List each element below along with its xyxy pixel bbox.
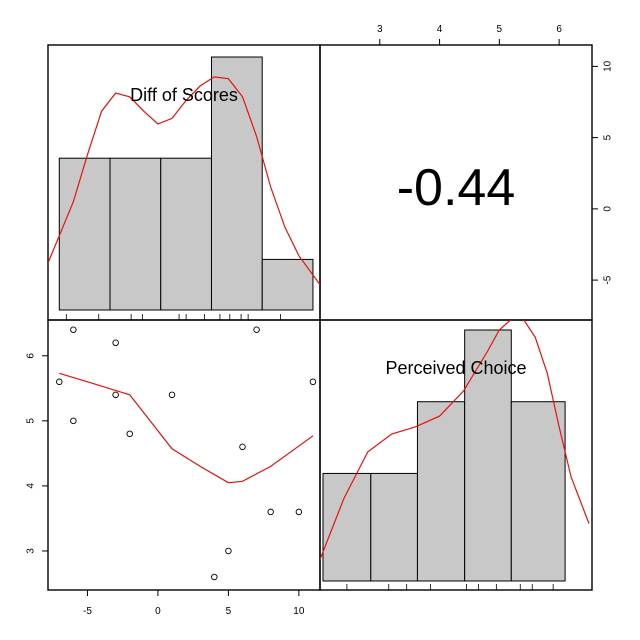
top-axis-label: 5: [497, 24, 503, 35]
scatter-point: [70, 326, 77, 334]
bottom-axis-label: 5: [226, 606, 232, 617]
top-axis-label: 4: [437, 24, 443, 35]
bottom-axis-label: -5: [83, 606, 92, 617]
top-axis-label: 6: [556, 24, 562, 35]
histogram-bar: [464, 329, 512, 582]
histogram-bar: [510, 401, 566, 582]
scatter-point: [211, 573, 218, 581]
left-axis-label: 6: [26, 353, 37, 359]
right-axis-label: 10: [603, 60, 614, 72]
panel-frame: [47, 319, 321, 591]
left-axis-label: 5: [26, 418, 37, 424]
histogram-bar: [261, 258, 314, 311]
scatter-point: [253, 326, 260, 334]
variable-label-choice: Perceived Choice: [385, 358, 526, 378]
correlation-label: -0.44: [397, 159, 516, 217]
scatter-panel: [56, 326, 317, 581]
smooth-line: [59, 372, 314, 484]
right-axis-label: 5: [603, 134, 614, 140]
scatter-point: [267, 508, 274, 516]
histogram-bar: [58, 157, 111, 311]
bottom-axis-label: 10: [293, 606, 305, 617]
top-axis-label: 3: [377, 24, 383, 35]
right-axis-label: -5: [603, 275, 614, 284]
axes: -5 0 5 10 3 4 5 6 3 4 5 6 -5 0 5 10: [26, 24, 614, 617]
scatter-point: [168, 391, 176, 399]
scatter-point: [309, 378, 317, 386]
scatter-point: [56, 378, 63, 386]
diff-histogram: [48, 56, 320, 320]
histogram-bar: [109, 157, 162, 311]
scatter-point: [239, 443, 246, 451]
left-axis-label: 3: [26, 548, 37, 554]
scatter-point: [225, 547, 232, 555]
scatter-point: [112, 339, 119, 347]
scatter-point: [295, 508, 303, 516]
density-line: [48, 76, 320, 286]
density-line: [320, 320, 590, 560]
histogram-bar: [210, 56, 263, 311]
scatter-point: [126, 430, 133, 438]
left-axis-label: 4: [26, 483, 37, 489]
histogram-bar: [370, 472, 418, 582]
scatter-point: [70, 417, 77, 425]
bottom-axis-label: 0: [155, 606, 161, 617]
histogram-bar: [416, 401, 466, 582]
histogram-bar: [322, 472, 372, 582]
variable-label-diff: Diff of Scores: [130, 85, 238, 105]
scatter-point: [112, 391, 119, 399]
choice-histogram: [320, 320, 590, 590]
right-axis-label: 0: [603, 206, 614, 212]
panel-frame: [319, 319, 593, 591]
histogram-bar: [160, 157, 212, 311]
